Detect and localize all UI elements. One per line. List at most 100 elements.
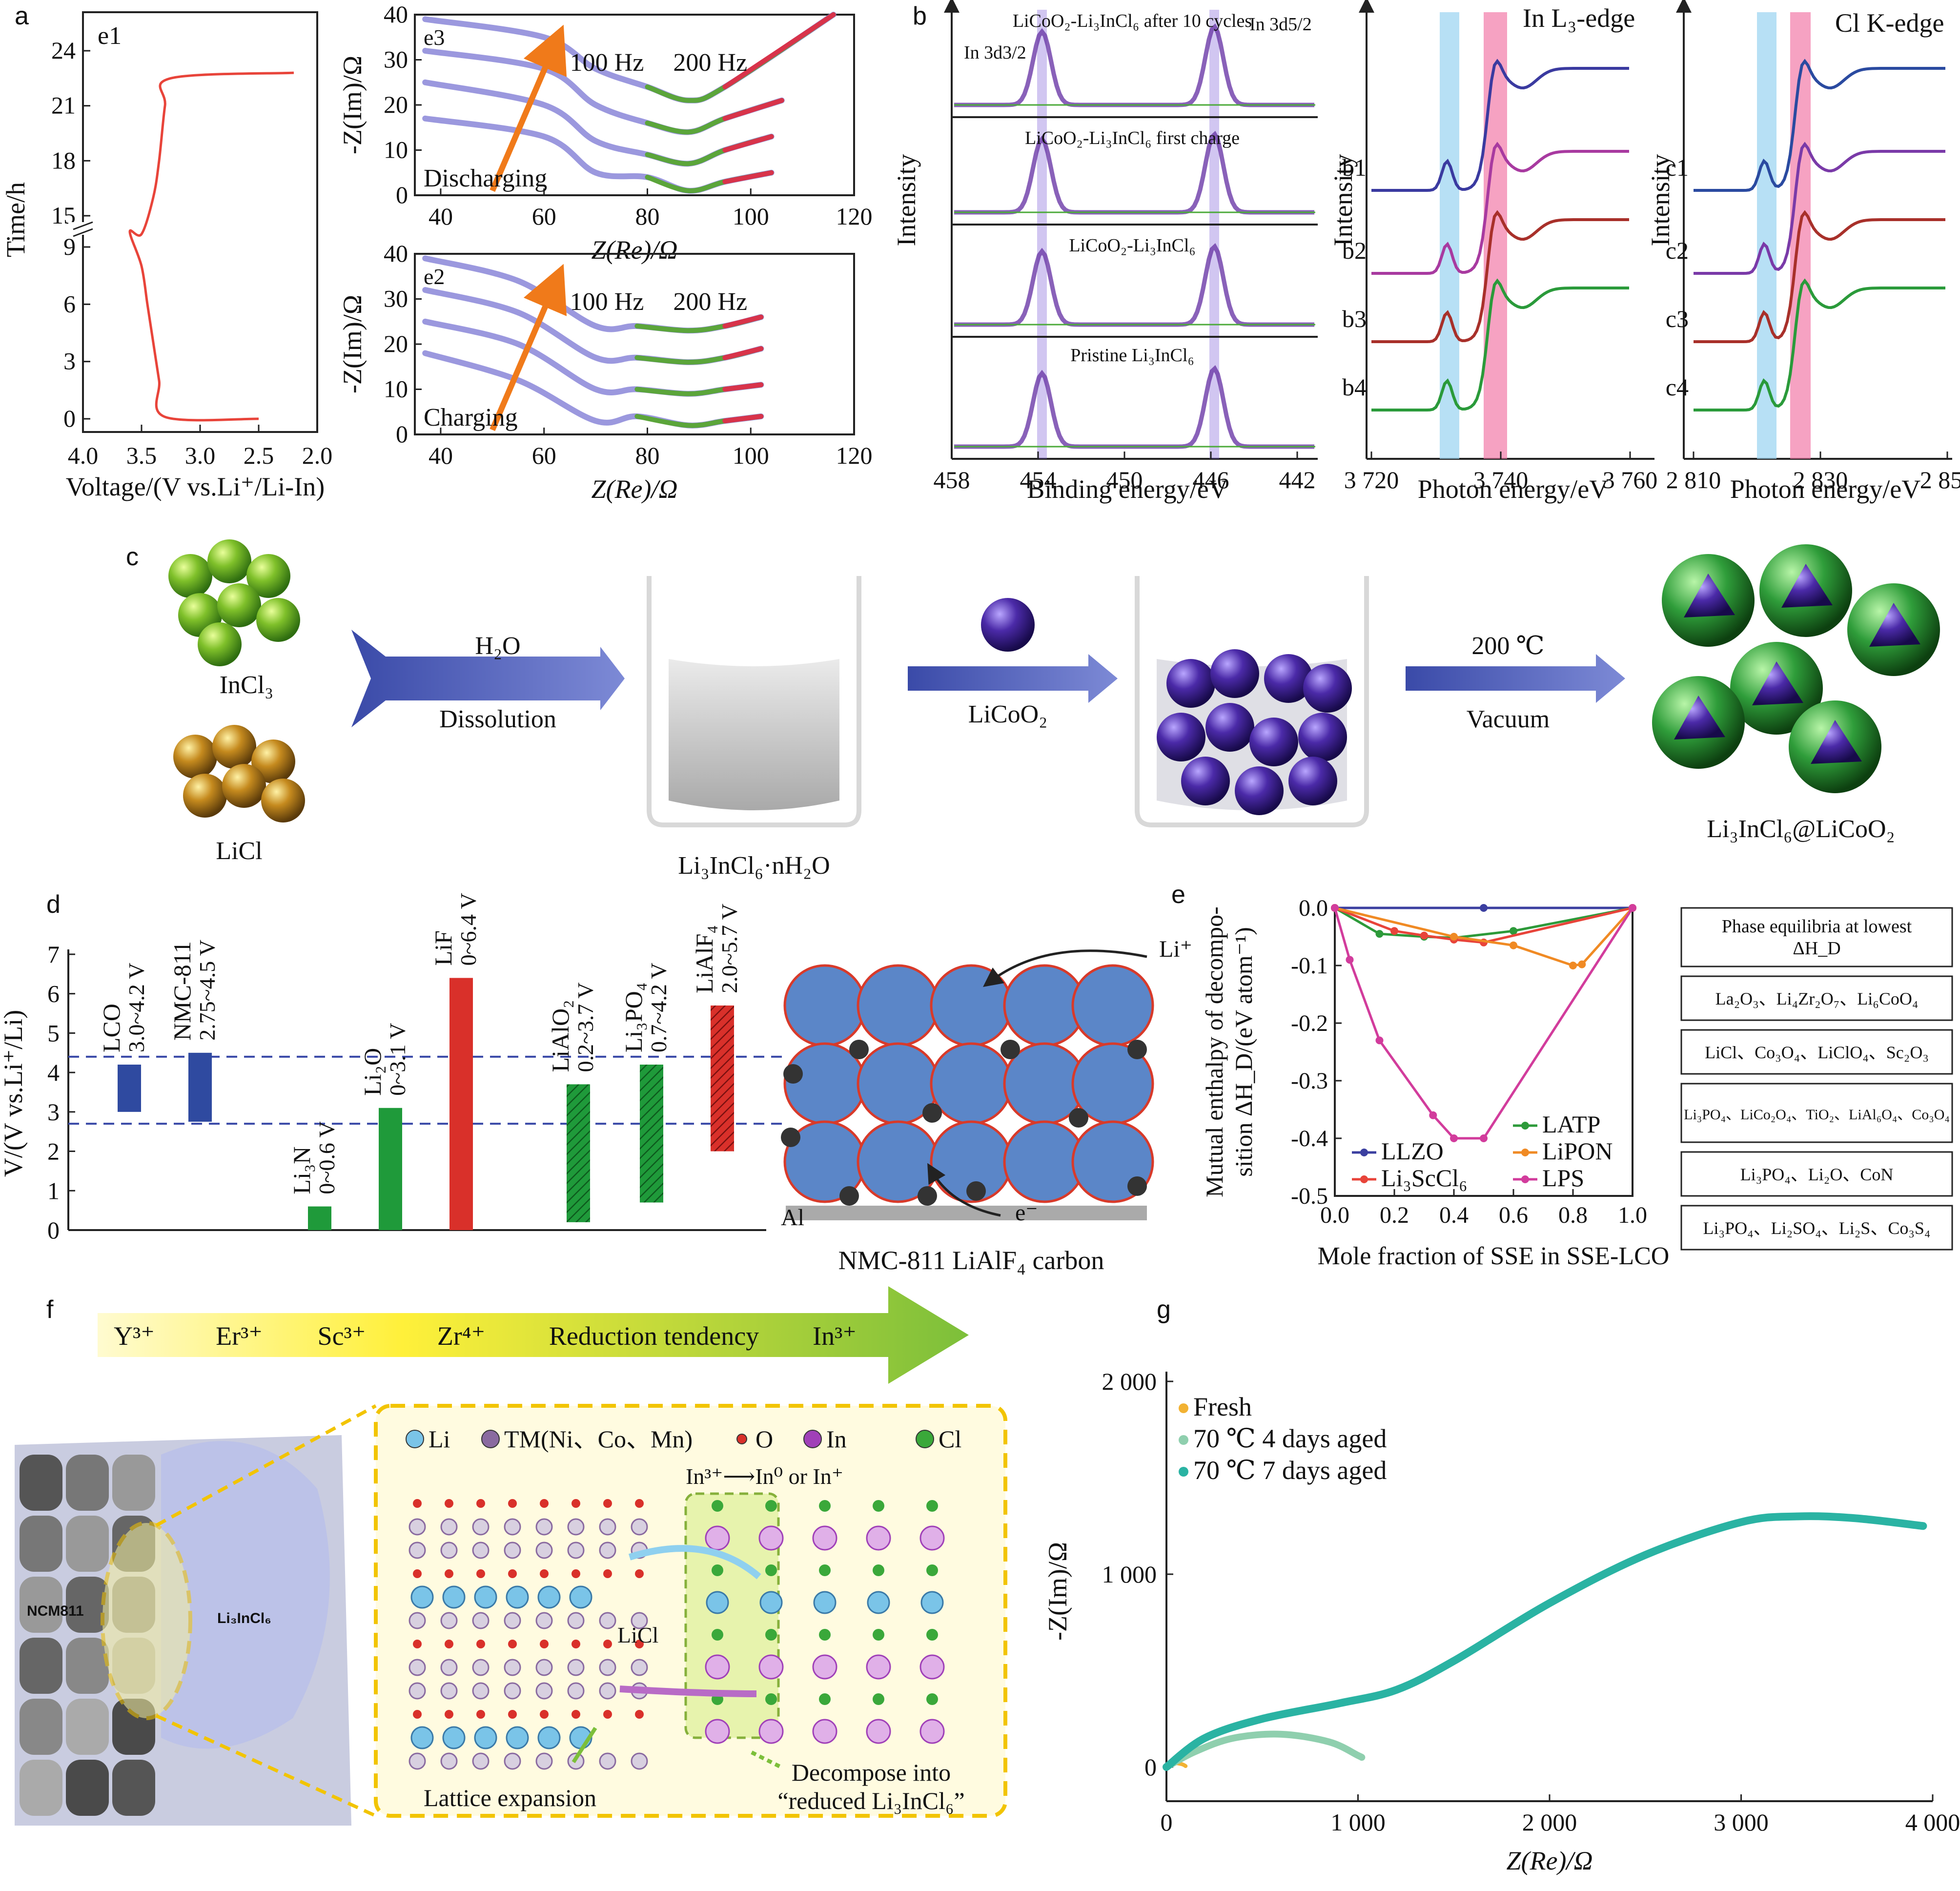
- e1-ytick-label: 0: [63, 405, 76, 432]
- clK-curves-curve-0: [1694, 59, 1945, 192]
- f-ncm-grain: [66, 1516, 109, 1572]
- inL3-curves-curve-3: [1371, 278, 1629, 411]
- f-legend-swatch-0: [406, 1430, 424, 1448]
- d-nmc-particle: [930, 1042, 1013, 1125]
- f-li-atom: [410, 1585, 434, 1609]
- g-xtick-label: 0: [1161, 1809, 1173, 1836]
- e3-xtick-label: 60: [532, 203, 556, 230]
- e2-series-end-2: [722, 346, 764, 360]
- g-series-1: [1163, 1730, 1366, 1770]
- d-bar-range-3: 0~3.1 V: [385, 1023, 410, 1096]
- f-tm-atom: [631, 1518, 648, 1536]
- e-legend-label: LATP: [1542, 1110, 1600, 1138]
- e-legend-marker: [1360, 1175, 1368, 1183]
- inL3-curves-xtick-label: 3 720: [1344, 466, 1399, 493]
- f-legend-swatch-1: [481, 1430, 500, 1448]
- clK-curves-curve-1: [1694, 142, 1945, 275]
- xps-row-curve: [954, 365, 1314, 449]
- f-legend-label-2: O: [755, 1425, 773, 1453]
- e-table-cell-4: [1680, 1151, 1953, 1197]
- xps-xtick-label: 458: [934, 466, 970, 493]
- f-li-atom: [537, 1726, 561, 1749]
- e1-ytick-label: 24: [51, 37, 76, 64]
- g-legend-label-2: 70 ℃ 7 days aged: [1193, 1456, 1387, 1485]
- e3-mode: Discharging: [424, 164, 547, 192]
- e-legend-label: LPS: [1542, 1164, 1584, 1192]
- f-in-atom: [812, 1654, 837, 1680]
- c-licoo2-in-beaker: [1166, 659, 1215, 708]
- f-li-atom: [410, 1726, 434, 1749]
- d-ytick-label: 4: [47, 1059, 60, 1086]
- d-ytick-label: 1: [47, 1177, 60, 1204]
- c-licl-sphere: [222, 764, 266, 808]
- e1-axis-break-mark: [73, 228, 93, 237]
- e-point: [1450, 933, 1458, 941]
- d-bar-range-5: 0.2~3.7 V: [573, 983, 598, 1072]
- f-cl-atom: [765, 1693, 777, 1705]
- f-li-atom: [506, 1585, 529, 1609]
- c-licl-sphere: [183, 774, 227, 818]
- d-ytick-label: 7: [47, 941, 60, 968]
- f-tm-atom: [504, 1659, 521, 1676]
- d-carbon-particle: [1127, 1040, 1147, 1059]
- f-tm-atom: [567, 1682, 585, 1700]
- clK-band-pink: [1790, 12, 1811, 459]
- e-point: [1569, 962, 1577, 969]
- e-point: [1331, 904, 1339, 912]
- c-licoo2-in-beaker: [1288, 757, 1337, 805]
- e-table-cell-0: [1680, 907, 1953, 967]
- f-o-atom: [508, 1640, 517, 1648]
- f-in-atom: [919, 1719, 945, 1744]
- e2-ytick-label: 10: [384, 375, 408, 403]
- f-o-atom: [635, 1569, 644, 1578]
- panel-e: 0.0 0.2 0.4 0.6 0.8 1.0 0.0 -0.1 -0.2 -0.3 -0.4 -0.…: [1201, 895, 1953, 1270]
- c-licl-sphere: [173, 735, 217, 779]
- e-point: [1420, 931, 1428, 940]
- e2-xtick-label: 60: [532, 442, 556, 469]
- clK-curves-label-1: c2: [1666, 237, 1689, 264]
- f-o-atom: [445, 1499, 453, 1508]
- f-in-atom: [812, 1525, 837, 1551]
- f-tm-atom: [472, 1542, 490, 1559]
- e-ytick-label: 0.0: [1299, 895, 1328, 921]
- f-trend-arrow: [98, 1286, 969, 1384]
- xps-row-label-1: LiCoO₂-Li₃InCl₆ first charge: [1025, 128, 1240, 148]
- f-in-atom: [812, 1719, 837, 1744]
- f-li-atom: [920, 1591, 944, 1614]
- f-tm-atom: [599, 1542, 616, 1559]
- inL3-curves-curve-2: [1371, 210, 1629, 343]
- e-point: [1375, 930, 1384, 938]
- c-licl-label: LiCl: [216, 837, 262, 865]
- f-decompose-pointer: [751, 1750, 782, 1769]
- d-ytick-label: 2: [47, 1138, 60, 1165]
- c-licoo2-in-beaker: [1210, 649, 1259, 698]
- d-bar-range-7: 2.0~5.7 V: [717, 904, 742, 993]
- e3-ytick-label: 40: [384, 0, 408, 28]
- e3-ytick-label: 0: [396, 181, 408, 208]
- d-bar-2: [308, 1206, 331, 1230]
- f-cl-atom: [819, 1629, 831, 1641]
- e-xtick-label: 0.2: [1380, 1202, 1409, 1228]
- e-point: [1346, 956, 1354, 964]
- f-ion-3: Zr⁴⁺: [437, 1321, 485, 1351]
- d-bar-7: [711, 1005, 734, 1151]
- e3-tag: e3: [424, 25, 445, 50]
- e3-f2: 200 Hz: [673, 49, 747, 77]
- e2-series-end-1: [722, 382, 764, 392]
- e-ytick-label: -0.2: [1291, 1010, 1328, 1036]
- f-legend-label-0: Li: [429, 1425, 450, 1453]
- f-o-atom: [508, 1569, 517, 1578]
- e-xlabel: Mole fraction of SSE in SSE-LCO: [1318, 1242, 1670, 1270]
- f-o-atom: [603, 1640, 612, 1648]
- d-carbon-particle: [781, 1128, 800, 1147]
- f-tm-atom: [472, 1659, 490, 1676]
- f-tm-atom: [504, 1612, 521, 1629]
- f-ncm-grain: [20, 1455, 62, 1511]
- f-o-atom: [445, 1710, 453, 1719]
- f-tm-atom: [504, 1518, 521, 1536]
- f-tm-atom: [440, 1542, 458, 1559]
- f-cl-atom: [712, 1500, 723, 1512]
- f-li-atom: [759, 1591, 783, 1614]
- d-carbon-particle: [922, 1103, 942, 1123]
- inL3-curves-label-1: b2: [1342, 237, 1367, 264]
